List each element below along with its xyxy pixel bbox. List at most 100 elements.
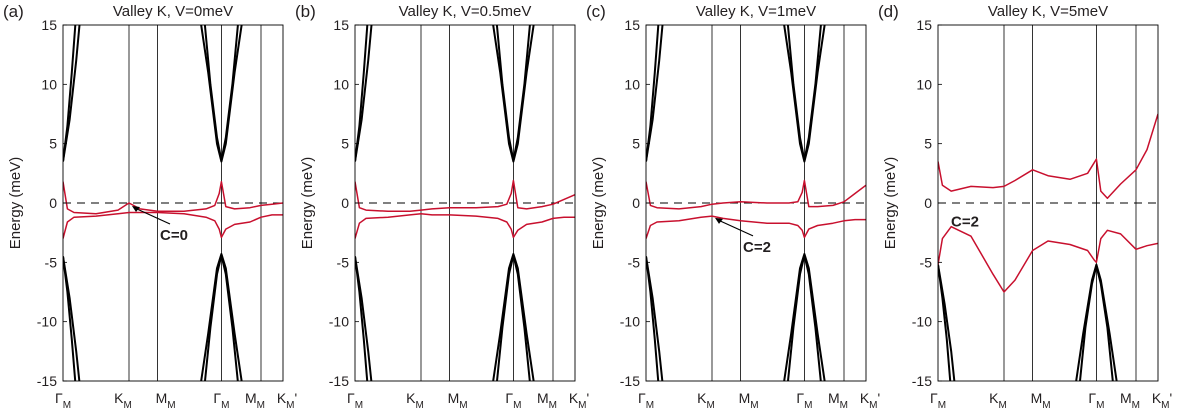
bands: [646, 25, 866, 381]
y-tick-label: -5: [628, 254, 641, 270]
k-point-label: ΓM: [347, 390, 363, 411]
remote-band-6: [783, 25, 826, 163]
chern-arrow: [136, 208, 171, 225]
y-tick-label: 10: [41, 76, 57, 92]
remote-band-3: [63, 25, 81, 162]
panel-a: -15 -10 -5 0 5 10 15 Energy (meV) Valley K, V=0m…: [3, 2, 297, 411]
remote-band-7: [203, 25, 239, 162]
y-tick-label: 0: [924, 195, 932, 211]
y-tick-label: 0: [632, 195, 640, 211]
remote-band-8: [492, 253, 535, 381]
y-axis-label: Energy (meV): [882, 157, 899, 250]
k-point-label: ΓM: [1088, 390, 1104, 411]
panel-title: Valley K, V=1meV: [696, 3, 816, 20]
k-point-label: ΓM: [796, 390, 812, 411]
chern-arrowhead: [132, 206, 140, 212]
remote-band-2: [938, 264, 952, 381]
y-tick-label: -10: [37, 314, 57, 330]
k-point-label: ΓM: [55, 390, 71, 411]
y-tick-label: 15: [333, 17, 349, 33]
remote-band-9: [203, 254, 239, 381]
y-tick-label: 5: [924, 136, 932, 152]
panel-c: -15 -10 -5 0 5 10 15 Energy (meV) Valley K, V=1m…: [586, 2, 880, 411]
panel-title: Valley K, V=0meV: [113, 3, 233, 20]
y-tick-label: -10: [912, 314, 932, 330]
chern-number-annotation: C=2: [951, 214, 979, 231]
y-tick-label: -10: [329, 314, 349, 330]
bands: [355, 25, 575, 381]
k-point-label: ΓM: [638, 390, 654, 411]
flat-band-1: [63, 211, 283, 239]
k-point-label: KM': [277, 390, 297, 411]
y-tick-label: 5: [341, 136, 349, 152]
remote-band-7: [786, 25, 822, 162]
k-point-label: KM: [697, 390, 715, 411]
remote-band-7: [495, 25, 531, 162]
k-point-label: KM': [860, 390, 880, 411]
k-point-label: KM': [1152, 390, 1172, 411]
remote-band-3: [355, 25, 373, 162]
y-tick-label: -15: [912, 373, 932, 389]
bands: [63, 25, 283, 381]
remote-band-3: [938, 264, 956, 381]
k-point-label: MM: [1031, 390, 1051, 411]
remote-band-5: [1078, 264, 1114, 381]
remote-band-5: [63, 256, 81, 381]
flat-band-0: [938, 113, 1158, 200]
remote-band-8: [200, 253, 243, 381]
chern-arrowhead: [715, 217, 723, 224]
flat-band-1: [646, 215, 866, 239]
panel-label: (c): [586, 2, 606, 21]
chern-number-annotation: C=0: [160, 227, 188, 244]
k-point-label: KM: [989, 390, 1007, 411]
flat-band-0: [646, 179, 866, 210]
remote-band-6: [492, 25, 535, 163]
panel-title: Valley K, V=0.5meV: [399, 3, 532, 20]
chern-number-annotation: C=2: [743, 239, 771, 256]
k-point-label: MM: [739, 390, 759, 411]
panel-label: (d): [878, 2, 899, 21]
bands: [938, 113, 1158, 381]
remote-band-5: [646, 256, 664, 381]
k-point-label: KM': [569, 390, 589, 411]
y-tick-label: -5: [920, 254, 933, 270]
y-tick-label: 15: [624, 17, 640, 33]
y-tick-label: -5: [45, 254, 58, 270]
remote-band-4: [646, 256, 660, 381]
k-point-label: MM: [828, 390, 848, 411]
remote-band-6: [200, 25, 243, 163]
k-point-label: MM: [448, 390, 468, 411]
remote-band-9: [786, 254, 822, 381]
flat-band-1: [938, 225, 1158, 293]
y-tick-label: 0: [341, 195, 349, 211]
k-point-label: ΓM: [213, 390, 229, 411]
flat-band-1: [355, 212, 575, 239]
k-point-label: MM: [245, 390, 265, 411]
k-point-label: MM: [1120, 390, 1140, 411]
y-axis-label: Energy (meV): [299, 157, 316, 250]
panel-b: -15 -10 -5 0 5 10 15 Energy (meV) Valley K, V=0.…: [295, 2, 589, 411]
panel-title: Valley K, V=5meV: [988, 3, 1108, 20]
k-point-label: KM: [114, 390, 132, 411]
remote-band-4: [355, 256, 369, 381]
y-tick-label: -15: [329, 373, 349, 389]
panel-d: -15 -10 -5 0 5 10 15 Energy (meV) Valley K, V=5m…: [878, 2, 1172, 411]
panel-label: (a): [3, 2, 24, 21]
remote-band-3: [646, 25, 664, 162]
y-tick-label: 10: [916, 76, 932, 92]
remote-band-4: [1075, 263, 1118, 381]
chern-arrow: [719, 220, 754, 237]
k-point-label: MM: [537, 390, 557, 411]
y-tick-label: 5: [49, 136, 57, 152]
y-axis-label: Energy (meV): [590, 157, 607, 250]
y-axis-label: Energy (meV): [7, 157, 24, 250]
k-point-label: KM: [406, 390, 424, 411]
y-tick-label: -10: [620, 314, 640, 330]
remote-band-4: [63, 256, 77, 381]
remote-band-9: [495, 254, 531, 381]
k-point-label: ΓM: [505, 390, 521, 411]
panel-label: (b): [295, 2, 316, 21]
y-tick-label: 15: [916, 17, 932, 33]
y-tick-label: -15: [620, 373, 640, 389]
flat-band-0: [355, 179, 575, 213]
